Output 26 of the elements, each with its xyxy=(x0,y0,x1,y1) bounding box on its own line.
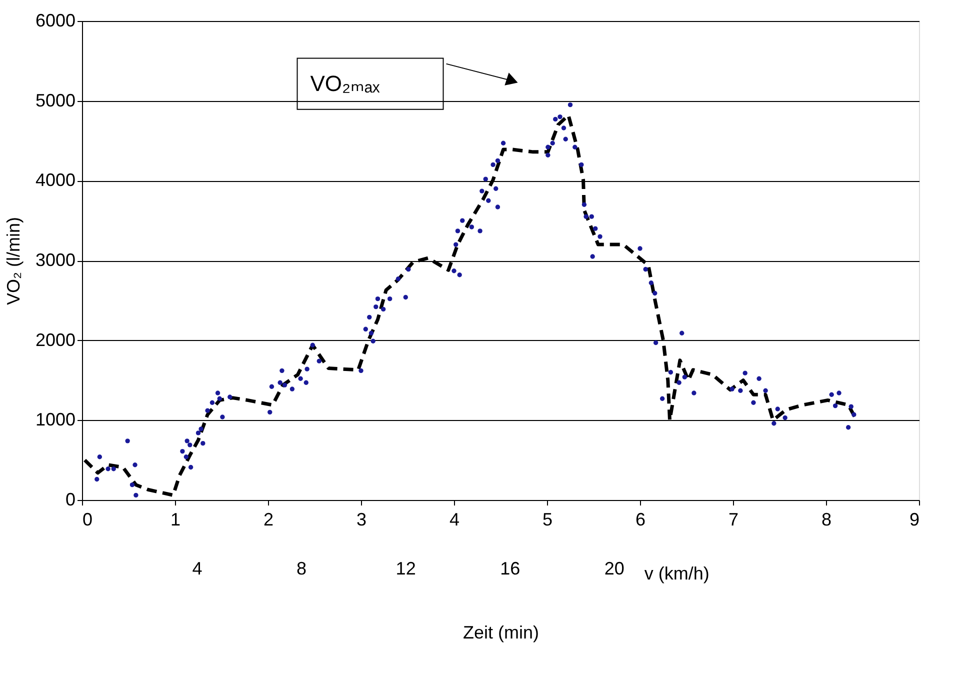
x-tick-label: 5 xyxy=(542,510,553,530)
x-tick-label: 7 xyxy=(728,510,739,530)
x2-tick-label: 8 xyxy=(296,558,307,578)
annotation: VO₂ₘₐₓ xyxy=(310,70,380,96)
y-tick-label: 2000 xyxy=(35,330,76,350)
x-tick-label: 1 xyxy=(170,510,181,530)
y-tick-label: 5000 xyxy=(35,90,76,110)
x2-tick-label: 12 xyxy=(396,558,416,578)
x-tick-label: 3 xyxy=(356,510,367,530)
x2-tick-label: 20 xyxy=(604,558,624,578)
y-tick-label: 1000 xyxy=(35,410,76,430)
y-tick-label: 3000 xyxy=(35,250,76,270)
x2-tick-label: 4 xyxy=(192,558,202,578)
x-tick-label: 0 xyxy=(82,510,93,530)
y-tick-label: 6000 xyxy=(35,10,76,30)
y-tick-label: 4000 xyxy=(35,170,76,190)
x-tick-label: 2 xyxy=(263,510,274,530)
y-axis-title: VO₂ (l/min) xyxy=(3,217,24,305)
x-tick-label: 6 xyxy=(635,510,646,530)
y-tick-label: 0 xyxy=(65,490,76,510)
x-axis-title: Zeit (min) xyxy=(463,622,539,642)
x2-tick-label: 16 xyxy=(500,558,520,578)
x-tick-label: 4 xyxy=(449,510,460,530)
x2-axis-title: v (km/h) xyxy=(644,564,710,584)
x-tick-label: 8 xyxy=(821,510,832,530)
x-tick-label: 9 xyxy=(909,510,920,530)
